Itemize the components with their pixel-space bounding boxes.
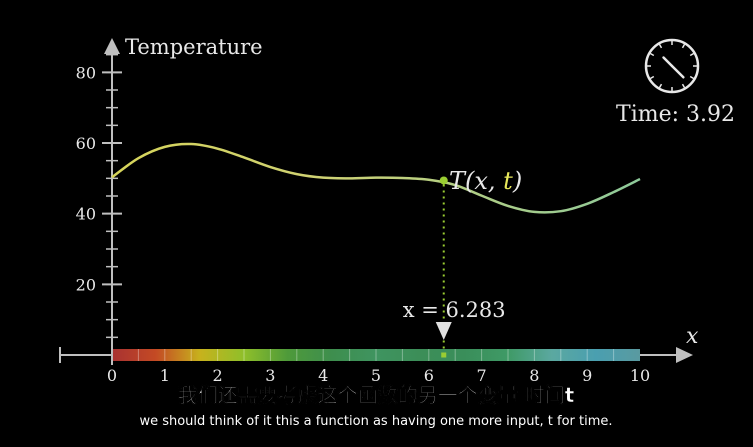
x-tick-label: 5 bbox=[371, 366, 381, 385]
marker-group: x = 6.283 bbox=[403, 176, 506, 358]
x-tick-label: 1 bbox=[160, 366, 170, 385]
x-axis-label: x bbox=[686, 324, 699, 349]
heat-bar-ticks bbox=[111, 345, 615, 365]
x-axis-arrow bbox=[676, 347, 693, 363]
x-origin-label: 0 bbox=[107, 366, 117, 385]
temperature-curve bbox=[111, 142, 641, 214]
x-tick-label: 8 bbox=[529, 366, 539, 385]
function-label-time-var: t bbox=[503, 167, 513, 195]
x-tick-label: 4 bbox=[318, 366, 328, 385]
x-tick-label: 9 bbox=[582, 366, 592, 385]
heat-bar bbox=[112, 349, 640, 361]
x-ticks: 1 2 3 4 5 6 7 8 9 10 0 bbox=[107, 366, 650, 385]
clock-icon bbox=[644, 38, 700, 94]
subtitle-chinese: 我们还需要考虑这个函数的另一个变量 时间t bbox=[178, 383, 575, 407]
x-tick-label: 2 bbox=[213, 366, 223, 385]
time-label: Time: 3.92 bbox=[616, 102, 735, 127]
subtitle-english: we should think of it this a function as… bbox=[139, 414, 612, 429]
y-tick-label: 80 bbox=[76, 63, 96, 82]
y-axis-label: Temperature bbox=[125, 35, 263, 59]
function-label: T(x, t) bbox=[449, 167, 522, 195]
x-tick-label: 7 bbox=[477, 366, 487, 385]
y-tick-label: 40 bbox=[76, 205, 96, 224]
x-tick-label: 6 bbox=[424, 366, 434, 385]
marker-bar-dot bbox=[441, 352, 447, 358]
x-tick-label: 10 bbox=[630, 366, 650, 385]
function-label-prefix: T(x, bbox=[449, 167, 503, 195]
y-tick-label: 20 bbox=[76, 275, 96, 294]
y-tick-label: 60 bbox=[76, 134, 96, 153]
y-ticks: 20 40 60 80 bbox=[76, 63, 122, 294]
x-tick-label: 3 bbox=[265, 366, 275, 385]
marker-label: x = 6.283 bbox=[403, 298, 506, 322]
function-label-suffix: ) bbox=[512, 167, 522, 195]
marker-down-arrow-icon bbox=[435, 322, 452, 340]
y-axis-arrow bbox=[104, 38, 120, 54]
marker-point bbox=[439, 176, 448, 185]
